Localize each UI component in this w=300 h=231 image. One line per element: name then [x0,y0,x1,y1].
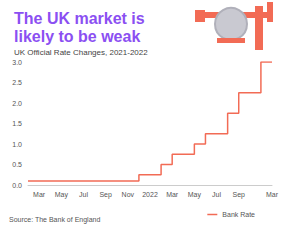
svg-text:Mar: Mar [33,191,46,198]
svg-text:Sep: Sep [232,191,245,199]
svg-text:Source: The Bank of England: Source: The Bank of England [9,216,100,224]
svg-text:Sep: Sep [99,191,112,199]
svg-text:0.0: 0.0 [12,182,22,189]
svg-text:Mar: Mar [266,191,279,198]
svg-text:Nov: Nov [122,191,135,198]
svg-text:2022: 2022 [142,191,158,198]
svg-text:likely to be weak: likely to be weak [14,28,140,45]
svg-text:0.5: 0.5 [12,161,22,168]
svg-text:The UK market is: The UK market is [14,10,149,27]
svg-text:Jul: Jul [79,191,88,198]
svg-text:3.0: 3.0 [12,59,22,66]
svg-text:Mar: Mar [166,191,179,198]
svg-text:2.5: 2.5 [12,79,22,86]
svg-text:2.0: 2.0 [12,100,22,107]
svg-text:1.0: 1.0 [12,141,22,148]
svg-text:1.5: 1.5 [12,120,22,127]
svg-text:Bank Rate: Bank Rate [222,211,255,218]
svg-text:May: May [55,191,69,199]
svg-text:UK Official Rate Changes, 2021: UK Official Rate Changes, 2021-2022 [14,48,148,57]
svg-text:Jul: Jul [212,191,221,198]
svg-text:May: May [188,191,202,199]
